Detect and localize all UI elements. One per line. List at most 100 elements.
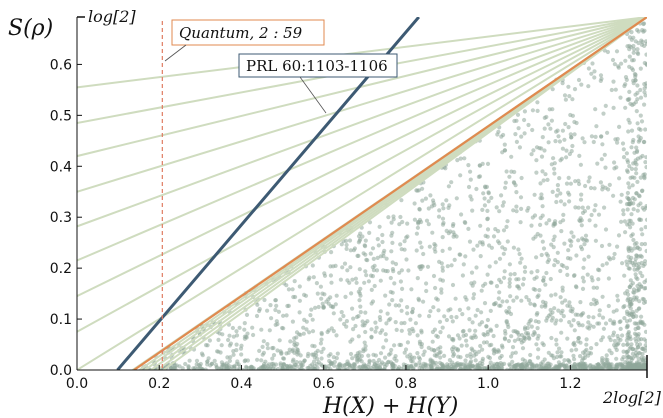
scatter-point bbox=[569, 323, 574, 328]
scatter-point bbox=[512, 271, 517, 277]
scatter-point bbox=[463, 295, 468, 300]
scatter-point bbox=[390, 240, 395, 245]
scatter-point bbox=[642, 176, 647, 181]
scatter-point bbox=[362, 340, 367, 345]
scatter-point bbox=[643, 358, 647, 363]
scatter-point bbox=[383, 293, 388, 298]
scatter-point bbox=[625, 169, 630, 174]
scatter-point bbox=[523, 364, 528, 369]
scatter-point bbox=[308, 313, 313, 318]
scatter-point bbox=[568, 181, 574, 186]
scatter-point bbox=[482, 366, 487, 370]
scatter-point bbox=[538, 181, 543, 186]
scatter-point bbox=[637, 247, 643, 252]
scatter-point bbox=[514, 139, 520, 144]
scatter-point bbox=[588, 185, 594, 191]
scatter-point bbox=[445, 362, 450, 367]
scatter-point bbox=[511, 208, 516, 213]
scatter-point bbox=[549, 118, 555, 123]
scatter-point bbox=[213, 362, 219, 367]
scatter-point bbox=[642, 102, 647, 107]
scatter-point bbox=[560, 300, 565, 305]
scatter-point bbox=[519, 333, 525, 338]
scatter-point bbox=[567, 238, 573, 243]
scatter-point bbox=[557, 176, 562, 181]
scatter-point bbox=[338, 317, 343, 322]
scatter-point bbox=[631, 290, 636, 295]
x-tick-label: 0.6 bbox=[313, 376, 335, 392]
scatter-point bbox=[596, 277, 601, 282]
scatter-point bbox=[629, 166, 635, 171]
scatter-point bbox=[533, 319, 538, 324]
scatter-point bbox=[229, 364, 235, 369]
scatter-point bbox=[273, 298, 278, 303]
scatter-point bbox=[600, 356, 605, 361]
scatter-point bbox=[461, 262, 466, 267]
scatter-point bbox=[565, 303, 570, 308]
scatter-point bbox=[239, 352, 244, 357]
scatter-point bbox=[577, 153, 582, 158]
scatter-point bbox=[642, 28, 647, 33]
scatter-point bbox=[442, 314, 447, 319]
scatter-point bbox=[551, 237, 556, 243]
scatter-point bbox=[392, 343, 397, 348]
scatter-point bbox=[623, 58, 628, 63]
scatter-point bbox=[626, 117, 631, 122]
scatter-point bbox=[626, 331, 631, 336]
scatter-point bbox=[437, 360, 443, 365]
scatter-point bbox=[586, 353, 591, 358]
scatter-point bbox=[405, 234, 410, 239]
scatter-point bbox=[444, 228, 449, 233]
scatter-point bbox=[348, 265, 353, 270]
scatter-point bbox=[358, 310, 363, 315]
scatter-point bbox=[570, 143, 575, 149]
scatter-point bbox=[517, 251, 522, 257]
scatter-point bbox=[576, 178, 581, 183]
scatter-point bbox=[378, 351, 384, 356]
scatter-point bbox=[549, 242, 554, 247]
scatter-point bbox=[310, 343, 315, 348]
scatter-point bbox=[474, 265, 479, 270]
scatter-point bbox=[600, 142, 605, 147]
scatter-point bbox=[636, 51, 641, 57]
scatter-point bbox=[485, 272, 490, 277]
scatter-point bbox=[315, 348, 320, 353]
scatter-point bbox=[638, 175, 643, 180]
scatter-point bbox=[476, 349, 482, 354]
scatter-point bbox=[473, 335, 478, 340]
y-tick-label: 0.2 bbox=[50, 261, 72, 277]
scatter-point bbox=[381, 251, 386, 256]
scatter-point bbox=[461, 362, 466, 367]
scatter-point bbox=[500, 299, 505, 304]
scatter-point bbox=[432, 353, 437, 358]
scatter-point bbox=[423, 196, 428, 201]
scatter-point bbox=[494, 205, 499, 210]
scatter-point bbox=[627, 64, 632, 69]
scatter-point bbox=[455, 333, 461, 338]
scatter-point bbox=[486, 190, 491, 195]
scatter-point bbox=[633, 78, 638, 83]
scatter-point bbox=[292, 279, 297, 284]
scatter-point bbox=[380, 328, 385, 333]
scatter-point bbox=[535, 363, 540, 368]
scatter-point bbox=[586, 254, 591, 259]
scatter-point bbox=[644, 165, 647, 170]
x-tick-label: 1.0 bbox=[477, 376, 499, 392]
scatter-point bbox=[629, 29, 634, 35]
scatter-point bbox=[383, 355, 388, 360]
scatter-point bbox=[635, 121, 640, 126]
scatter-point bbox=[627, 164, 632, 169]
scatter-point bbox=[286, 287, 291, 292]
scatter-point bbox=[244, 312, 250, 317]
scatter-point bbox=[642, 139, 647, 145]
scatter-point bbox=[367, 230, 372, 235]
scatter-point bbox=[452, 232, 457, 237]
scatter-point bbox=[630, 195, 636, 201]
scatter-point bbox=[219, 365, 224, 370]
scatter-point bbox=[419, 245, 424, 250]
scatter-point bbox=[384, 321, 389, 326]
scatter-point bbox=[458, 173, 463, 178]
scatter-point bbox=[642, 337, 647, 342]
scatter-point bbox=[459, 343, 464, 348]
scatter-point bbox=[460, 312, 465, 317]
